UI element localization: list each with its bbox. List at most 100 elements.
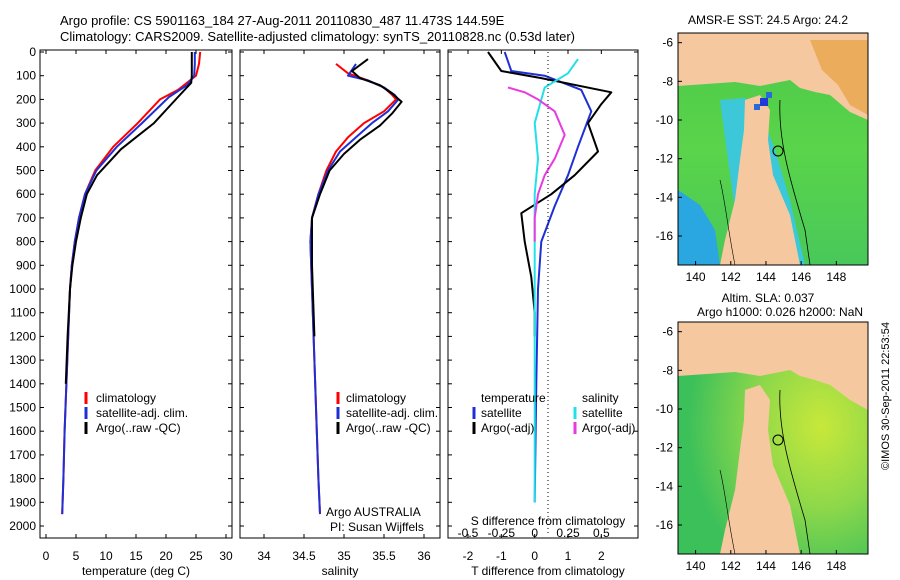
difference-xlabel: T difference from climatology: [471, 564, 625, 578]
y-tick-label: 1300: [9, 353, 36, 367]
sst-warm-patch: [810, 40, 868, 115]
difference-axes-frame: [447, 49, 639, 539]
sst-land-cape-york: [720, 95, 800, 265]
x-tick-label: 1: [565, 549, 572, 563]
salinity-annotation-argo-australia: Argo AUSTRALIA: [326, 505, 421, 519]
map-x-tick-label: 146: [791, 270, 811, 284]
y-tick-label: 1800: [9, 472, 36, 486]
map-y-tick-label: -6: [662, 325, 673, 339]
sst-cold-pixel: [754, 104, 760, 110]
y-tick-label: 600: [16, 187, 36, 201]
legend-label-satellite: satellite-adj. clim.: [96, 406, 188, 420]
y-tick-label: 1200: [9, 329, 36, 343]
salinity-axes: 34 34.5 35 35.5 36: [240, 50, 440, 563]
map-y-tick-label: -14: [656, 479, 674, 493]
legend-label-argo: Argo(..raw -QC): [96, 421, 181, 435]
y-tick-label: 1500: [9, 401, 36, 415]
sst-cold-pixel: [766, 92, 772, 98]
map-y-tick-label: -12: [656, 441, 674, 455]
x-tick-label: 34: [257, 549, 271, 563]
sst-cool-water-southwest: [678, 190, 720, 265]
legend-label-sal-satellite: satellite: [582, 406, 623, 420]
y-tick-label: 300: [16, 116, 36, 130]
series-line-salinity-argo-adj-: [507, 86, 566, 242]
map-x-tick-label: 148: [826, 559, 846, 573]
legend-label-climatology: climatology: [346, 391, 406, 405]
x-tick-label: 25: [189, 549, 203, 563]
series-line-salinity-satellite: [533, 58, 579, 503]
difference-series-group: [487, 51, 613, 503]
map-x-tick-label: 148: [826, 270, 846, 284]
x-tick-label: 36: [417, 549, 431, 563]
salinity-xlabel: salinity: [322, 564, 359, 578]
temperature-legend: climatology satellite-adj. clim. Argo(..…: [84, 391, 188, 435]
y-tick-label: 900: [16, 258, 36, 272]
y-tick-label: 400: [16, 140, 36, 154]
salinity-annotation-pi: PI: Susan Wijffels: [330, 520, 424, 534]
y-tick-label: 1100: [10, 306, 36, 320]
temperature-series-group: [61, 51, 202, 515]
sst-map: [677, 32, 869, 266]
salinity-axes-frame: [239, 49, 441, 539]
x-tick-label: 30: [219, 549, 233, 563]
x-tick-label: 20: [159, 549, 173, 563]
x-tick-label: 10: [99, 549, 113, 563]
y-tick-label: 800: [16, 235, 36, 249]
y-tick-label: 500: [16, 164, 36, 178]
s-tick-label: 0.25: [556, 526, 580, 540]
map-y-tick-label: -16: [656, 518, 674, 532]
sla-map-title-1: Altim. SLA: 0.037: [722, 291, 815, 305]
sst-argo-location-marker: [772, 145, 784, 157]
map-y-tick-label: -16: [656, 229, 674, 243]
map-y-tick-label: -14: [656, 190, 674, 204]
sla-land-north: [678, 322, 790, 376]
sla-map-title-2: Argo h1000: 0.026 h2000: NaN: [697, 305, 863, 319]
y-tick-label: 1900: [9, 495, 36, 509]
figure-title-line-1: Argo profile: CS 5901163_184 27-Aug-2011…: [60, 13, 505, 28]
x-tick-label: 35: [337, 549, 351, 563]
y-tick-label: 1600: [9, 424, 36, 438]
y-tick-label: 1000: [9, 282, 36, 296]
s-tick-label: 0: [531, 526, 538, 540]
legend-label-climatology: climatology: [96, 391, 156, 405]
x-tick-label: 5: [73, 549, 80, 563]
series-line-climatology: [61, 51, 202, 515]
series-line-argo-raw-qc-: [311, 58, 403, 337]
x-tick-label: 15: [129, 549, 143, 563]
legend-label-sal-argo: Argo(-adj): [582, 421, 635, 435]
salinity-legend: climatology satellite-adj. clim. Argo(..…: [336, 391, 438, 435]
sla-bathymetry-contour: [719, 469, 736, 555]
x-tick-label: 34.5: [292, 549, 316, 563]
map-y-tick-label: -8: [662, 363, 673, 377]
y-tick-label: 0: [29, 45, 36, 59]
legend-title-salinity: salinity: [582, 391, 619, 405]
y-tick-label: 1700: [9, 448, 36, 462]
sst-land-north: [678, 33, 790, 86]
y-tick-label: 700: [16, 211, 36, 225]
series-line-argo-raw-qc-: [64, 52, 193, 384]
x-tick-label: 35.5: [372, 549, 396, 563]
y-tick-label: 200: [16, 92, 36, 106]
x-tick-label: -2: [463, 549, 474, 563]
sst-bathymetry-contour: [779, 99, 811, 266]
map-x-tick-label: 140: [686, 559, 706, 573]
sst-map-title: AMSR-E SST: 24.5 Argo: 24.2: [688, 13, 848, 27]
series-line-climatology: [309, 63, 397, 515]
sla-map-frame: [677, 321, 869, 555]
map-y-tick-label: -10: [656, 113, 674, 127]
sst-bathymetry-contour: [719, 179, 736, 266]
legend-title-temperature: temperature: [481, 391, 546, 405]
series-line-satellite-adj-clim-: [61, 52, 196, 515]
difference-legend: temperature salinity satellite Argo(-adj…: [472, 391, 635, 435]
sla-bathymetry-contour: [779, 389, 811, 555]
legend-label-satellite: satellite-adj. clim.: [346, 406, 438, 420]
sst-cold-pixel: [760, 98, 768, 106]
x-tick-label: 0: [43, 549, 50, 563]
s-tick-label: -0.5: [458, 526, 479, 540]
sla-argo-location-marker: [772, 434, 784, 446]
temperature-xlabel: temperature (deg C): [82, 564, 190, 578]
legend-label-argo: Argo(..raw -QC): [346, 421, 431, 435]
legend-label-temp-argo: Argo(-adj): [481, 421, 534, 435]
map-y-tick-label: -10: [656, 402, 674, 416]
